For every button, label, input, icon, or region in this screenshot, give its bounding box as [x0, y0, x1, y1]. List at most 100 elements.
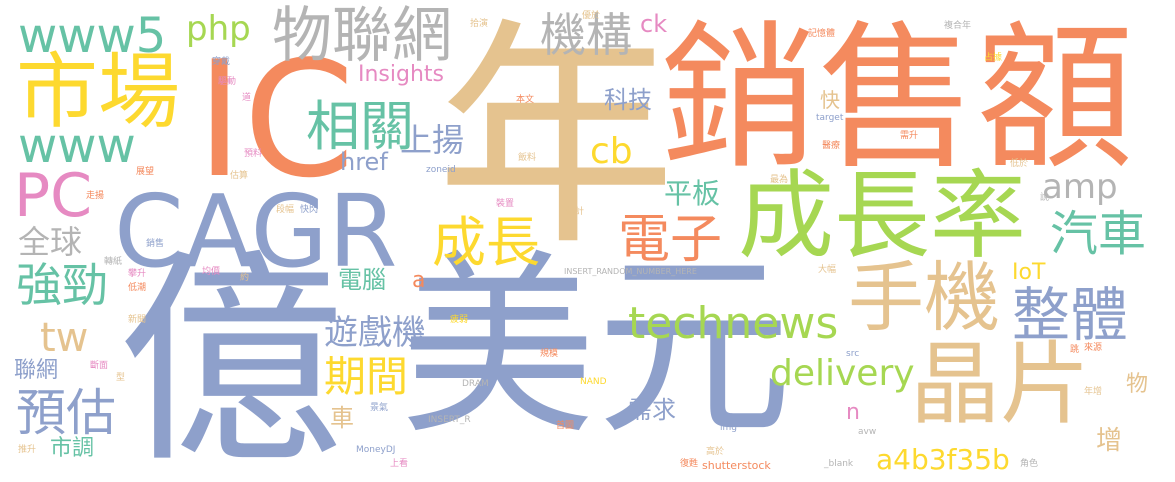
- cloud-word: 景氣: [370, 403, 389, 413]
- cloud-word: 規模: [540, 349, 559, 359]
- cloud-word: INSERT_R: [428, 415, 471, 425]
- cloud-word: 角色: [1020, 459, 1039, 469]
- cloud-word: 疲弱: [450, 315, 469, 325]
- cloud-word: 聯網: [14, 358, 59, 383]
- cloud-word: 道: [242, 93, 252, 103]
- cloud-word: delivery: [770, 353, 915, 394]
- cloud-word: 物: [1126, 372, 1149, 397]
- cloud-word: href: [340, 148, 388, 176]
- cloud-word: 晶片: [910, 332, 1090, 437]
- cloud-word: _blank: [824, 459, 854, 469]
- cloud-word: 型: [116, 373, 126, 383]
- cloud-word: 裝置: [496, 199, 515, 209]
- cloud-word: 推升: [18, 445, 37, 455]
- cloud-word: 預料: [244, 149, 263, 159]
- cloud-word: Insights: [358, 62, 445, 87]
- cloud-word: 拾演: [470, 19, 489, 29]
- cloud-word: 整體: [1012, 281, 1129, 349]
- cloud-word: 全球: [18, 223, 83, 261]
- cloud-word: technews: [628, 298, 839, 349]
- cloud-word: IC: [196, 26, 355, 213]
- cloud-word: 快閃: [300, 205, 319, 215]
- cloud-word: 需求: [628, 396, 676, 424]
- cloud-word: 占據: [984, 53, 1003, 63]
- cloud-word: 機構: [540, 8, 632, 62]
- cloud-word: 高於: [706, 447, 725, 457]
- cloud-word: 均價: [202, 267, 221, 277]
- cloud-word: 複合年: [944, 21, 972, 31]
- cloud-word: 走揚: [86, 191, 105, 201]
- cloud-word: IoT: [1012, 260, 1046, 285]
- cloud-word: 年增: [1084, 387, 1103, 397]
- cloud-word: 最為: [770, 175, 789, 185]
- cloud-word: 飯料: [518, 153, 537, 163]
- cloud-word: 增: [1096, 426, 1123, 456]
- cloud-word: 電腦: [338, 266, 386, 294]
- cloud-word: cb: [590, 131, 633, 172]
- cloud-word: 斷面: [90, 361, 109, 371]
- cloud-word: 說: [1040, 193, 1050, 203]
- cloud-word: 期間: [324, 352, 409, 401]
- cloud-word: 物聯網: [272, 1, 452, 71]
- cloud-word: 記憶體: [808, 29, 836, 39]
- cloud-word: 成長: [432, 211, 540, 274]
- cloud-word: MoneyDJ: [356, 445, 396, 455]
- cloud-word: www: [18, 118, 136, 174]
- cloud-word: 醫療: [822, 141, 841, 151]
- cloud-word: 上看: [390, 459, 409, 469]
- cloud-word: 需升: [900, 131, 919, 141]
- cloud-word: 億: [118, 231, 345, 482]
- cloud-word: 新聞: [128, 315, 147, 325]
- cloud-word: 市場: [16, 45, 181, 140]
- cloud-word: 市調: [50, 436, 95, 461]
- cloud-word: 約: [240, 273, 250, 283]
- cloud-word: 穿戴: [212, 57, 231, 67]
- cloud-word: 快: [820, 88, 840, 112]
- cloud-word: 大幅: [818, 265, 837, 275]
- cloud-word: DRAM: [462, 379, 489, 389]
- cloud-word: 遊戲機: [324, 313, 426, 353]
- cloud-word: ck: [640, 10, 668, 38]
- cloud-word: 手機: [848, 253, 1000, 342]
- cloud-word: 展望: [136, 167, 155, 177]
- cloud-word: 美元: [400, 234, 793, 462]
- cloud-word: 汽車: [1050, 206, 1147, 262]
- cloud-word: a: [412, 268, 426, 293]
- cloud-word: NAND: [580, 377, 607, 387]
- cloud-word: 科技: [604, 86, 652, 114]
- cloud-word: CAGR: [114, 173, 398, 290]
- cloud-word: 平板: [664, 177, 721, 210]
- cloud-word: 低於: [1010, 159, 1029, 169]
- cloud-word: 低潮: [128, 283, 147, 293]
- cloud-word: target: [816, 113, 844, 123]
- cloud-word: 本文: [516, 95, 535, 105]
- cloud-word: n: [846, 400, 860, 425]
- cloud-word: 成長率: [738, 160, 1026, 272]
- cloud-word: 上揚: [400, 121, 465, 159]
- cloud-word: 段幅: [276, 205, 295, 215]
- cloud-word: shutterstock: [702, 459, 771, 472]
- cloud-word: tw: [40, 315, 89, 361]
- cloud-word: img: [720, 423, 737, 433]
- cloud-word: zoneid: [426, 165, 456, 175]
- cloud-word: 車: [330, 404, 354, 432]
- cloud-word: 攀升: [128, 269, 147, 279]
- cloud-word: 來源: [1084, 343, 1103, 353]
- cloud-word: avw: [858, 427, 877, 437]
- cloud-word: www5: [18, 8, 167, 64]
- cloud-word: a4b3f35b: [876, 443, 1010, 476]
- cloud-word: 銷售額: [660, 7, 1134, 191]
- cloud-word: 估計: [566, 207, 585, 217]
- cloud-word: 估算: [230, 171, 249, 181]
- cloud-word: 強勁: [16, 258, 108, 312]
- cloud-word: PC: [14, 161, 93, 231]
- cloud-word: src: [846, 349, 860, 359]
- cloud-word: php: [186, 9, 251, 49]
- cloud-word: amp: [1042, 167, 1118, 207]
- cloud-word: 電子: [618, 210, 723, 270]
- cloud-word: 預估: [16, 384, 116, 442]
- cloud-word: 銷售: [146, 239, 165, 249]
- cloud-word: 相關: [306, 95, 414, 158]
- cloud-word: 優於: [582, 11, 601, 21]
